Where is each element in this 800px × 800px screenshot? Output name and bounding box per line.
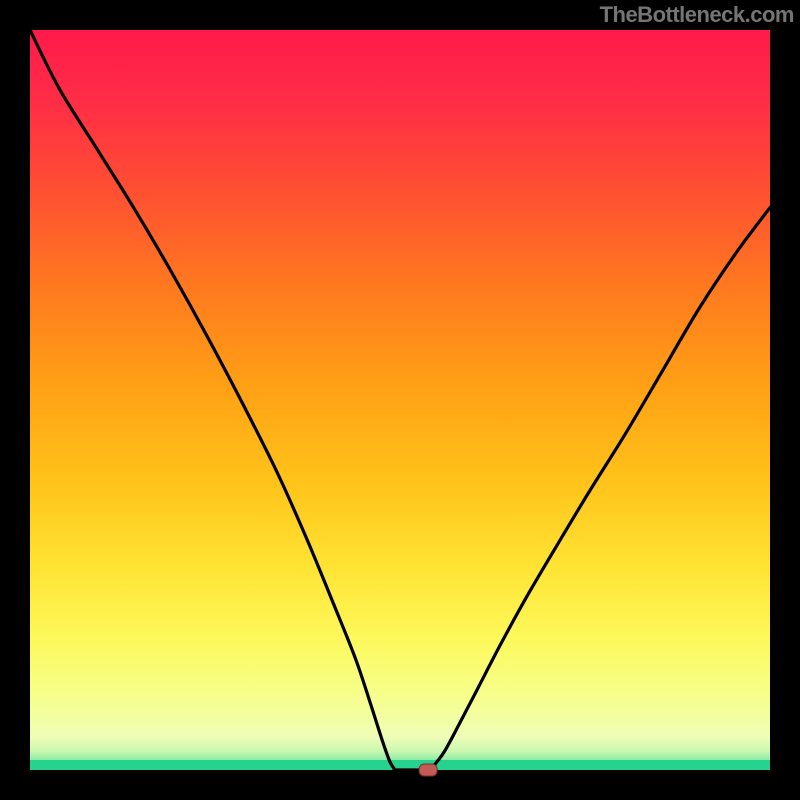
plot-background xyxy=(30,30,770,770)
bottleneck-chart xyxy=(0,0,800,800)
optimal-marker xyxy=(419,764,437,776)
watermark-text: TheBottleneck.com xyxy=(600,2,794,28)
chart-container: TheBottleneck.com xyxy=(0,0,800,800)
